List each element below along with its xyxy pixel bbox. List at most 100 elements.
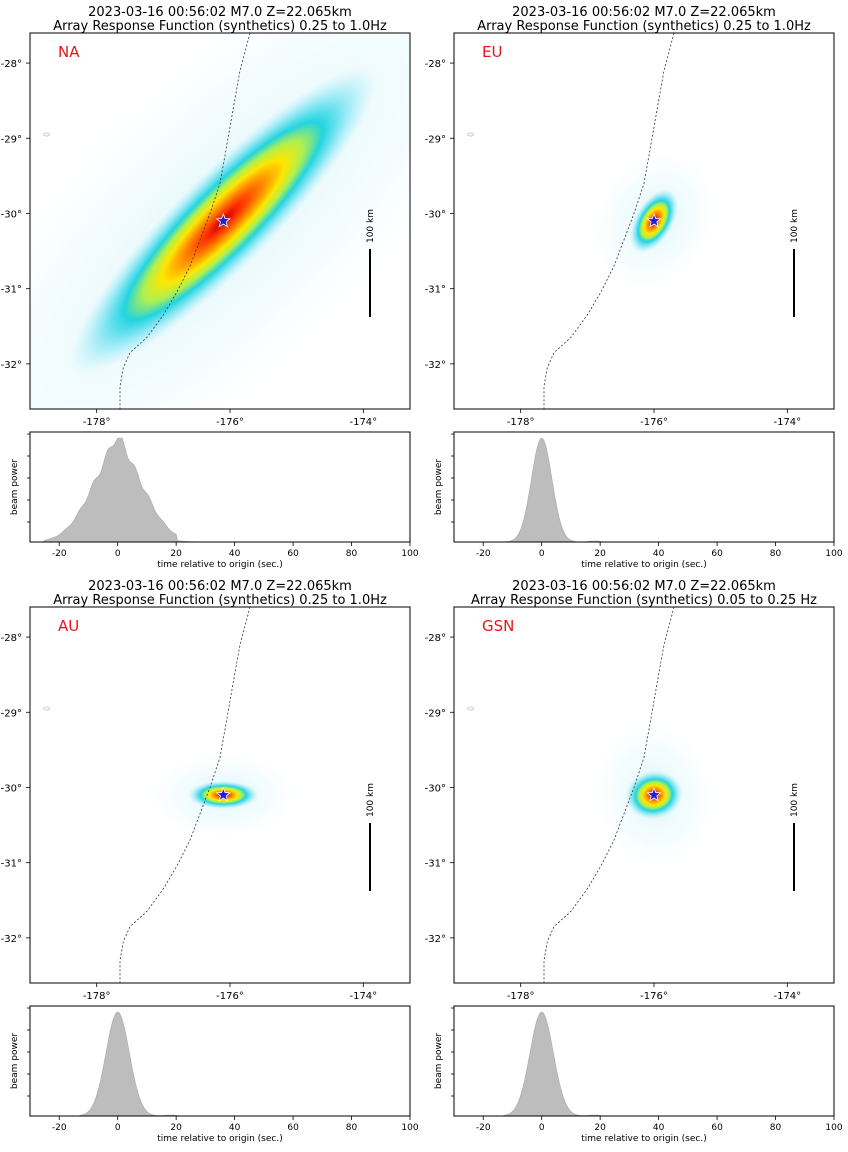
beam-xtick-label: 40 <box>653 1123 665 1133</box>
map-xtick-label: -174° <box>773 991 801 1002</box>
panel-title-line2: Array Response Function (synthetics) 0.2… <box>477 19 811 34</box>
map-ytick-label: -30° <box>1 783 22 794</box>
island-outline <box>43 132 51 137</box>
panel-au: 2023-03-16 00:56:02 M7.0 Z=22.065kmArray… <box>1 579 419 1144</box>
beam-xtick-label: 0 <box>539 1123 545 1133</box>
map-xtick-label: -178° <box>507 991 535 1002</box>
beam-ylabel: beam power <box>10 1033 20 1090</box>
epicenter-star-icon <box>646 212 662 228</box>
map-ytick-label: -32° <box>1 934 22 945</box>
map-ytick-label: -31° <box>1 285 22 296</box>
array-label: GSN <box>482 617 514 635</box>
map-xtick-label: -176° <box>216 417 244 428</box>
beam-frame <box>29 431 411 543</box>
beam-xtick-label: 40 <box>229 1123 241 1133</box>
beam-xtick-label: 60 <box>711 549 723 559</box>
beam-xtick-label: 100 <box>825 1123 842 1133</box>
beam-xlabel: time relative to origin (sec.) <box>157 560 282 570</box>
beam-xtick-label: 80 <box>770 549 782 559</box>
map-ytick-label: -30° <box>1 209 22 220</box>
beam-xtick-label: 60 <box>287 1123 299 1133</box>
panel-title-line2: Array Response Function (synthetics) 0.2… <box>53 593 387 608</box>
beam-xtick-label: -20 <box>52 549 67 559</box>
beam-xlabel: time relative to origin (sec.) <box>581 560 706 570</box>
epicenter-star-icon <box>646 786 662 802</box>
array-label: NA <box>58 43 80 61</box>
beam-xtick-label: 100 <box>401 549 418 559</box>
map-xtick-label: -178° <box>507 417 535 428</box>
map-ytick-label: -32° <box>425 934 446 945</box>
epicenter-star-icon <box>215 212 232 228</box>
map-xtick-label: -174° <box>773 417 801 428</box>
panel-na: 2023-03-16 00:56:02 M7.0 Z=22.065kmArray… <box>1 5 419 570</box>
beam-ylabel: beam power <box>434 1033 444 1090</box>
map-ytick-label: -28° <box>425 59 446 70</box>
beam-xtick-label: -20 <box>476 549 491 559</box>
map-ytick-label: -30° <box>425 783 446 794</box>
map-frame <box>453 32 835 410</box>
island-outline <box>467 706 475 711</box>
map-ytick-label: -29° <box>1 134 22 145</box>
beam-xtick-label: 20 <box>170 549 182 559</box>
map-frame <box>29 32 411 410</box>
map-frame <box>29 606 411 984</box>
panel-title-line1: 2023-03-16 00:56:02 M7.0 Z=22.065km <box>512 579 776 594</box>
map-frame <box>453 606 835 984</box>
map-ytick-label: -29° <box>1 708 22 719</box>
epicenter-star-icon <box>215 786 232 802</box>
map-area <box>454 607 834 983</box>
map-xtick-label: -178° <box>83 417 111 428</box>
beam-ylabel: beam power <box>10 459 20 516</box>
beam-xtick-label: 60 <box>711 1123 723 1133</box>
beam-xtick-label: 80 <box>346 549 358 559</box>
panel-title-line1: 2023-03-16 00:56:02 M7.0 Z=22.065km <box>88 5 352 20</box>
beam-power-area <box>29 437 410 543</box>
map-xtick-label: -176° <box>640 991 668 1002</box>
beam-power-area <box>454 1011 834 1117</box>
array-label: EU <box>482 43 502 61</box>
map-ytick-label: -29° <box>425 708 446 719</box>
beam-frame <box>453 431 835 543</box>
beam-xtick-label: 40 <box>653 549 665 559</box>
map-area <box>454 33 834 409</box>
panel-eu: 2023-03-16 00:56:02 M7.0 Z=22.065kmArray… <box>425 5 843 570</box>
island-outline <box>467 132 475 137</box>
map-ytick-label: -28° <box>1 59 22 70</box>
trench-line <box>119 607 251 983</box>
panel-title-line1: 2023-03-16 00:56:02 M7.0 Z=22.065km <box>88 579 352 594</box>
beam-frame <box>453 1005 835 1117</box>
panel-gsn: 2023-03-16 00:56:02 M7.0 Z=22.065kmArray… <box>425 579 843 1144</box>
scale-bar-label: 100 km <box>366 783 376 817</box>
beam-xtick-label: 100 <box>401 1123 418 1133</box>
island-outline <box>43 706 51 711</box>
map-ytick-label: -31° <box>425 859 446 870</box>
map-xtick-label: -174° <box>349 417 377 428</box>
panel-title-line2: Array Response Function (synthetics) 0.2… <box>53 19 387 34</box>
beam-xtick-label: 40 <box>229 549 241 559</box>
beam-xtick-label: 80 <box>770 1123 782 1133</box>
beam-xtick-label: -20 <box>476 1123 491 1133</box>
array-label: AU <box>58 617 79 635</box>
beam-xlabel: time relative to origin (sec.) <box>581 1134 706 1144</box>
map-xtick-label: -174° <box>349 991 377 1002</box>
beam-xtick-label: 100 <box>825 549 842 559</box>
beam-xtick-label: 0 <box>539 549 545 559</box>
map-ytick-label: -32° <box>425 360 446 371</box>
map-ytick-label: -28° <box>1 633 22 644</box>
beam-xtick-label: 0 <box>115 549 121 559</box>
map-area <box>30 607 410 983</box>
beam-xlabel: time relative to origin (sec.) <box>157 1134 282 1144</box>
panel-title-line2: Array Response Function (synthetics) 0.0… <box>471 593 817 608</box>
map-ytick-label: -31° <box>425 285 446 296</box>
beam-xtick-label: 20 <box>594 549 606 559</box>
map-xtick-label: -176° <box>640 417 668 428</box>
beam-frame <box>29 1005 411 1117</box>
beam-xtick-label: 20 <box>594 1123 606 1133</box>
scale-bar-label: 100 km <box>790 783 800 817</box>
beam-power-area <box>454 437 834 543</box>
map-xtick-label: -178° <box>83 991 111 1002</box>
panel-title-line1: 2023-03-16 00:56:02 M7.0 Z=22.065km <box>512 5 776 20</box>
beam-xtick-label: 60 <box>287 549 299 559</box>
